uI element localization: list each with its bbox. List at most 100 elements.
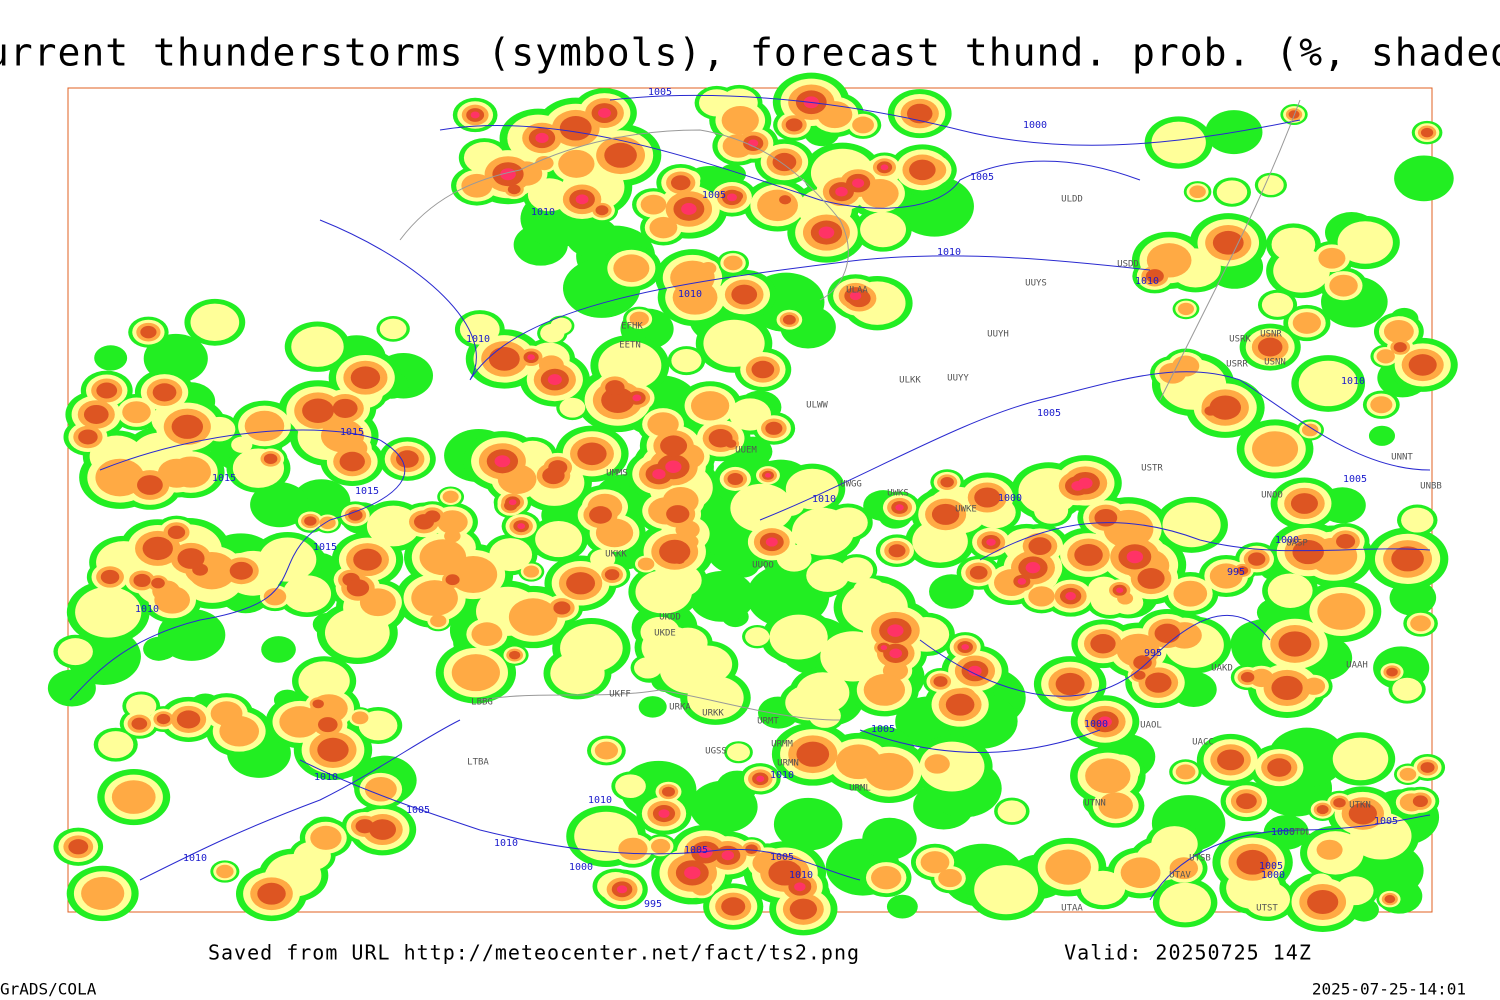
shade-cell xyxy=(1258,175,1284,195)
shade-cell xyxy=(171,414,204,439)
station-label: UTKN xyxy=(1349,801,1371,811)
shade-cell xyxy=(1391,546,1424,572)
shade-cell xyxy=(151,577,165,589)
shade-cell xyxy=(690,391,730,421)
shade-cell xyxy=(1175,764,1196,780)
shade-cell xyxy=(1257,337,1283,357)
shade-cell xyxy=(98,731,134,759)
shade-cell xyxy=(1236,566,1249,575)
station-label: URMM xyxy=(771,740,793,750)
title: Current thunderstorms (symbols), forecas… xyxy=(0,31,1500,75)
shade-cell xyxy=(261,636,296,663)
shade-cell xyxy=(203,416,236,442)
isobar-label: 1000 xyxy=(1261,870,1285,881)
station-label: UUYH xyxy=(987,330,1009,340)
shade-cell xyxy=(190,303,240,342)
shade-cell xyxy=(1420,127,1434,138)
shade-cell xyxy=(835,186,848,197)
shade-cell xyxy=(348,509,363,521)
isobar-label: 1010 xyxy=(588,795,612,806)
shade-cell xyxy=(1267,573,1313,608)
shade-cell xyxy=(332,398,358,418)
shade-cell xyxy=(604,142,637,168)
shade-cell xyxy=(616,885,628,894)
shade-cell xyxy=(1177,302,1195,316)
shade-cell xyxy=(1332,737,1389,781)
isobar-label: 1000 xyxy=(1084,719,1108,730)
shade-cell xyxy=(1292,312,1322,334)
shade-cell xyxy=(969,565,988,580)
shade-cell xyxy=(535,132,549,144)
shade-cell xyxy=(279,706,321,738)
shade-cell xyxy=(756,775,765,782)
shade-cell xyxy=(244,410,285,442)
shade-cell xyxy=(339,451,365,472)
shade-cell xyxy=(157,609,226,661)
shade-cell xyxy=(632,394,642,402)
shade-cell xyxy=(451,654,500,692)
shade-cell xyxy=(657,563,702,598)
isobar xyxy=(979,522,1431,561)
isobar-label: 1010 xyxy=(812,494,836,505)
shade-cell xyxy=(527,178,571,212)
shade-cell xyxy=(651,838,671,854)
shade-cell xyxy=(507,184,521,195)
shade-cell xyxy=(1133,655,1152,670)
shade-cell xyxy=(1236,793,1257,810)
station-label: URKA xyxy=(669,703,691,713)
shade-cell xyxy=(535,155,554,171)
station-label: UWKE xyxy=(955,505,977,515)
isobar-label: 1000 xyxy=(1023,120,1047,131)
shade-cell xyxy=(1090,634,1116,654)
shade-cell xyxy=(681,202,697,215)
shade-cell xyxy=(1173,580,1208,607)
shade-cell xyxy=(95,458,145,497)
shade-cell xyxy=(662,786,675,797)
isobar-label: 1005 xyxy=(770,852,794,863)
map-labels: 1005100010051005101010101010101010101010… xyxy=(135,87,1442,914)
station-label: URMN xyxy=(777,759,799,769)
shade-cell xyxy=(769,614,828,660)
shade-cell xyxy=(945,693,975,716)
shade-cell xyxy=(687,676,744,720)
shade-cell xyxy=(1212,230,1244,255)
shade-cell xyxy=(671,349,702,373)
isobar-label: 995 xyxy=(644,899,662,910)
shade-cell xyxy=(1301,423,1319,437)
shade-cell xyxy=(938,868,962,888)
shade-cell xyxy=(862,817,917,860)
shade-cell xyxy=(319,516,336,530)
shade-cell xyxy=(152,383,177,402)
shade-cell xyxy=(727,743,750,762)
shade-cell xyxy=(1045,849,1092,885)
shade-cell xyxy=(590,549,616,569)
isobar-label: 1000 xyxy=(998,493,1022,504)
isobar-label: 1010 xyxy=(183,853,207,864)
shade-cell xyxy=(559,397,586,418)
shade-cell xyxy=(1028,586,1055,607)
shade-cell xyxy=(126,694,157,718)
shade-cell xyxy=(909,159,936,181)
shade-cell xyxy=(1154,623,1180,644)
shade-cell xyxy=(137,475,163,495)
shade-cell xyxy=(640,194,667,215)
shade-cell xyxy=(1169,857,1199,880)
shade-cell xyxy=(924,754,950,774)
shade-cell xyxy=(1316,839,1343,860)
shade-cell xyxy=(1336,534,1356,549)
shade-cell xyxy=(364,776,397,802)
shade-cell xyxy=(929,574,974,609)
station-label: UMMS xyxy=(606,469,628,479)
shade-cell xyxy=(1329,274,1358,297)
shade-cell xyxy=(100,569,120,585)
shade-cell xyxy=(131,717,148,730)
shade-cell xyxy=(721,897,746,916)
station-label: UGSS xyxy=(705,747,727,757)
station-label: UUOO xyxy=(752,561,774,571)
shade-cell xyxy=(1126,550,1144,564)
shade-cell xyxy=(442,490,459,503)
station-label: UKFF xyxy=(609,690,631,700)
isobar xyxy=(1149,814,1431,901)
shade-cell xyxy=(369,819,397,840)
shade-cell xyxy=(437,510,468,534)
